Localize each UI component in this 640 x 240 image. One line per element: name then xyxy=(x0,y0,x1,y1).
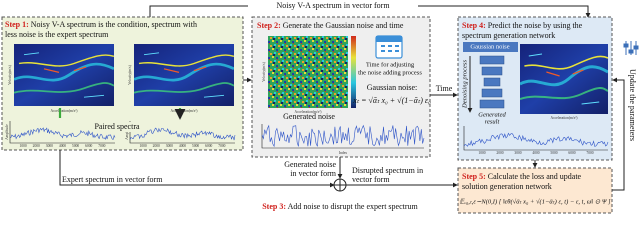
tick-label: 2000 xyxy=(33,144,40,148)
disrupted-label: vector form xyxy=(352,175,390,184)
settings-icon xyxy=(623,41,639,55)
disrupted-label: Disrupted spectrum in xyxy=(352,166,423,175)
expert-spectrogram xyxy=(134,44,234,106)
y-axis-label: Velocity(m/s) xyxy=(8,64,12,84)
axis xyxy=(463,126,608,151)
result-label: result xyxy=(485,118,500,125)
tick-label: 3000 xyxy=(166,144,173,148)
trace xyxy=(261,124,425,148)
noise-vector-label: Generated noise xyxy=(284,160,336,169)
signal-plot: 1000 2000 3000 4000 5000 6000 7000 xyxy=(463,126,609,155)
tick-label: 5000 xyxy=(550,151,557,155)
add-node xyxy=(333,178,347,192)
tick-label: 2000 xyxy=(153,144,160,148)
paired-label: Paired spectra xyxy=(94,122,140,131)
tick-label: 3000 xyxy=(514,151,521,155)
update-arrow xyxy=(612,77,625,191)
expert-label: Expert spectrum in vector form xyxy=(62,175,163,184)
step5-heading-2: solution generation network xyxy=(462,182,552,191)
axis xyxy=(261,124,424,149)
tick-label: 3000 xyxy=(46,144,53,148)
step1-heading: Step 1: Noisy V-A spectrum is the condit… xyxy=(5,20,197,29)
tick-label: 5000 xyxy=(192,144,199,148)
colorbar xyxy=(351,36,356,108)
step4-heading-2: spectrum generation network xyxy=(462,31,555,40)
trace xyxy=(129,127,236,141)
tick-label: 4000 xyxy=(179,144,186,148)
x-axis-label: Acceleration(m/s²) xyxy=(50,109,78,113)
gaussian-label: Gaussian noise xyxy=(470,43,509,50)
diagram: Noisy V-A spectrum in vector form Step 1… xyxy=(1,1,639,214)
trace xyxy=(463,132,609,147)
tick-label: 1000 xyxy=(20,144,27,148)
label-bg xyxy=(248,1,418,11)
tick-label: 6000 xyxy=(85,144,92,148)
noise-formula: xₜ = √ᾱₜ x₀ + √(1−ᾱₜ) ε₀ xyxy=(352,96,431,105)
gaussian-box xyxy=(463,42,518,52)
label-bg xyxy=(97,122,137,132)
expert-connector xyxy=(59,150,335,188)
down-arrow xyxy=(58,108,180,118)
x-axis-label: Acceleration(m/s²) xyxy=(294,110,322,114)
tick-label: 1000 xyxy=(478,151,485,155)
calendar-icon xyxy=(375,35,403,59)
time-label: Time xyxy=(436,84,453,93)
trace xyxy=(9,127,116,140)
step3-label: Step 3: Add noise to disrupt the expert … xyxy=(262,202,418,211)
signal-plot: 1000 2000 3000 4000 5000 6000 7000 Amplitude xyxy=(5,121,116,148)
x-axis-label: Acceleration(m/s²) xyxy=(550,116,578,120)
time-note: Time for adjusting xyxy=(366,61,415,68)
generated-spectrogram xyxy=(520,44,608,114)
x-axis-label: Index xyxy=(339,151,347,155)
denoising-label: Denoising process xyxy=(461,60,468,109)
tick-label: 1000 xyxy=(140,144,147,148)
update-label: Update the parameters xyxy=(628,69,637,141)
step5-box xyxy=(457,167,613,214)
x-axis-label: Acceleration(m/s²) xyxy=(170,109,198,113)
tick-label: 5000 xyxy=(72,144,79,148)
y-axis-label: Velocity(m/s) xyxy=(262,61,266,81)
axis xyxy=(9,121,115,144)
noise-image xyxy=(268,36,348,108)
top-label: Noisy V-A spectrum in vector form xyxy=(276,1,390,10)
noise-vector-label: in vector form xyxy=(290,169,337,178)
noisy-spectrogram xyxy=(14,44,114,106)
tick-label: 7000 xyxy=(586,151,593,155)
result-label: Generated xyxy=(478,111,506,118)
tick-label: 7000 xyxy=(218,144,225,148)
network xyxy=(479,55,505,109)
step2-heading: Step 2: Generate the Gaussian noise and … xyxy=(257,21,404,30)
tick-label: 6000 xyxy=(205,144,212,148)
tick-label: 6000 xyxy=(568,151,575,155)
time-note: the noise adding process xyxy=(358,69,422,76)
step4-heading: Step 4: Predict the noise by using the xyxy=(462,21,583,30)
y-axis-label: Velocity(m/s) xyxy=(128,64,132,84)
generated-noise-label: Generated noise xyxy=(283,112,335,121)
noise-signal xyxy=(261,124,425,149)
tick-label: 7000 xyxy=(98,144,105,148)
tick-label: 4000 xyxy=(59,144,66,148)
y-axis-label: Amplitude xyxy=(5,124,9,140)
noise-label: Gaussian noise: xyxy=(367,83,417,92)
loss-formula: 𝔼ₓ₀,ₜ,ε∼N(0,I) [ ‖εθ(√ᾱₜ x₀ + √(1−ᾱₜ) ε,… xyxy=(459,197,611,205)
tick-label: 2000 xyxy=(496,151,503,155)
step5-heading: Step 5: Calculate the loss and update xyxy=(462,172,582,181)
tick-label: 4000 xyxy=(532,151,539,155)
step1-heading-2: less noise is the expert spectrum xyxy=(5,30,109,39)
